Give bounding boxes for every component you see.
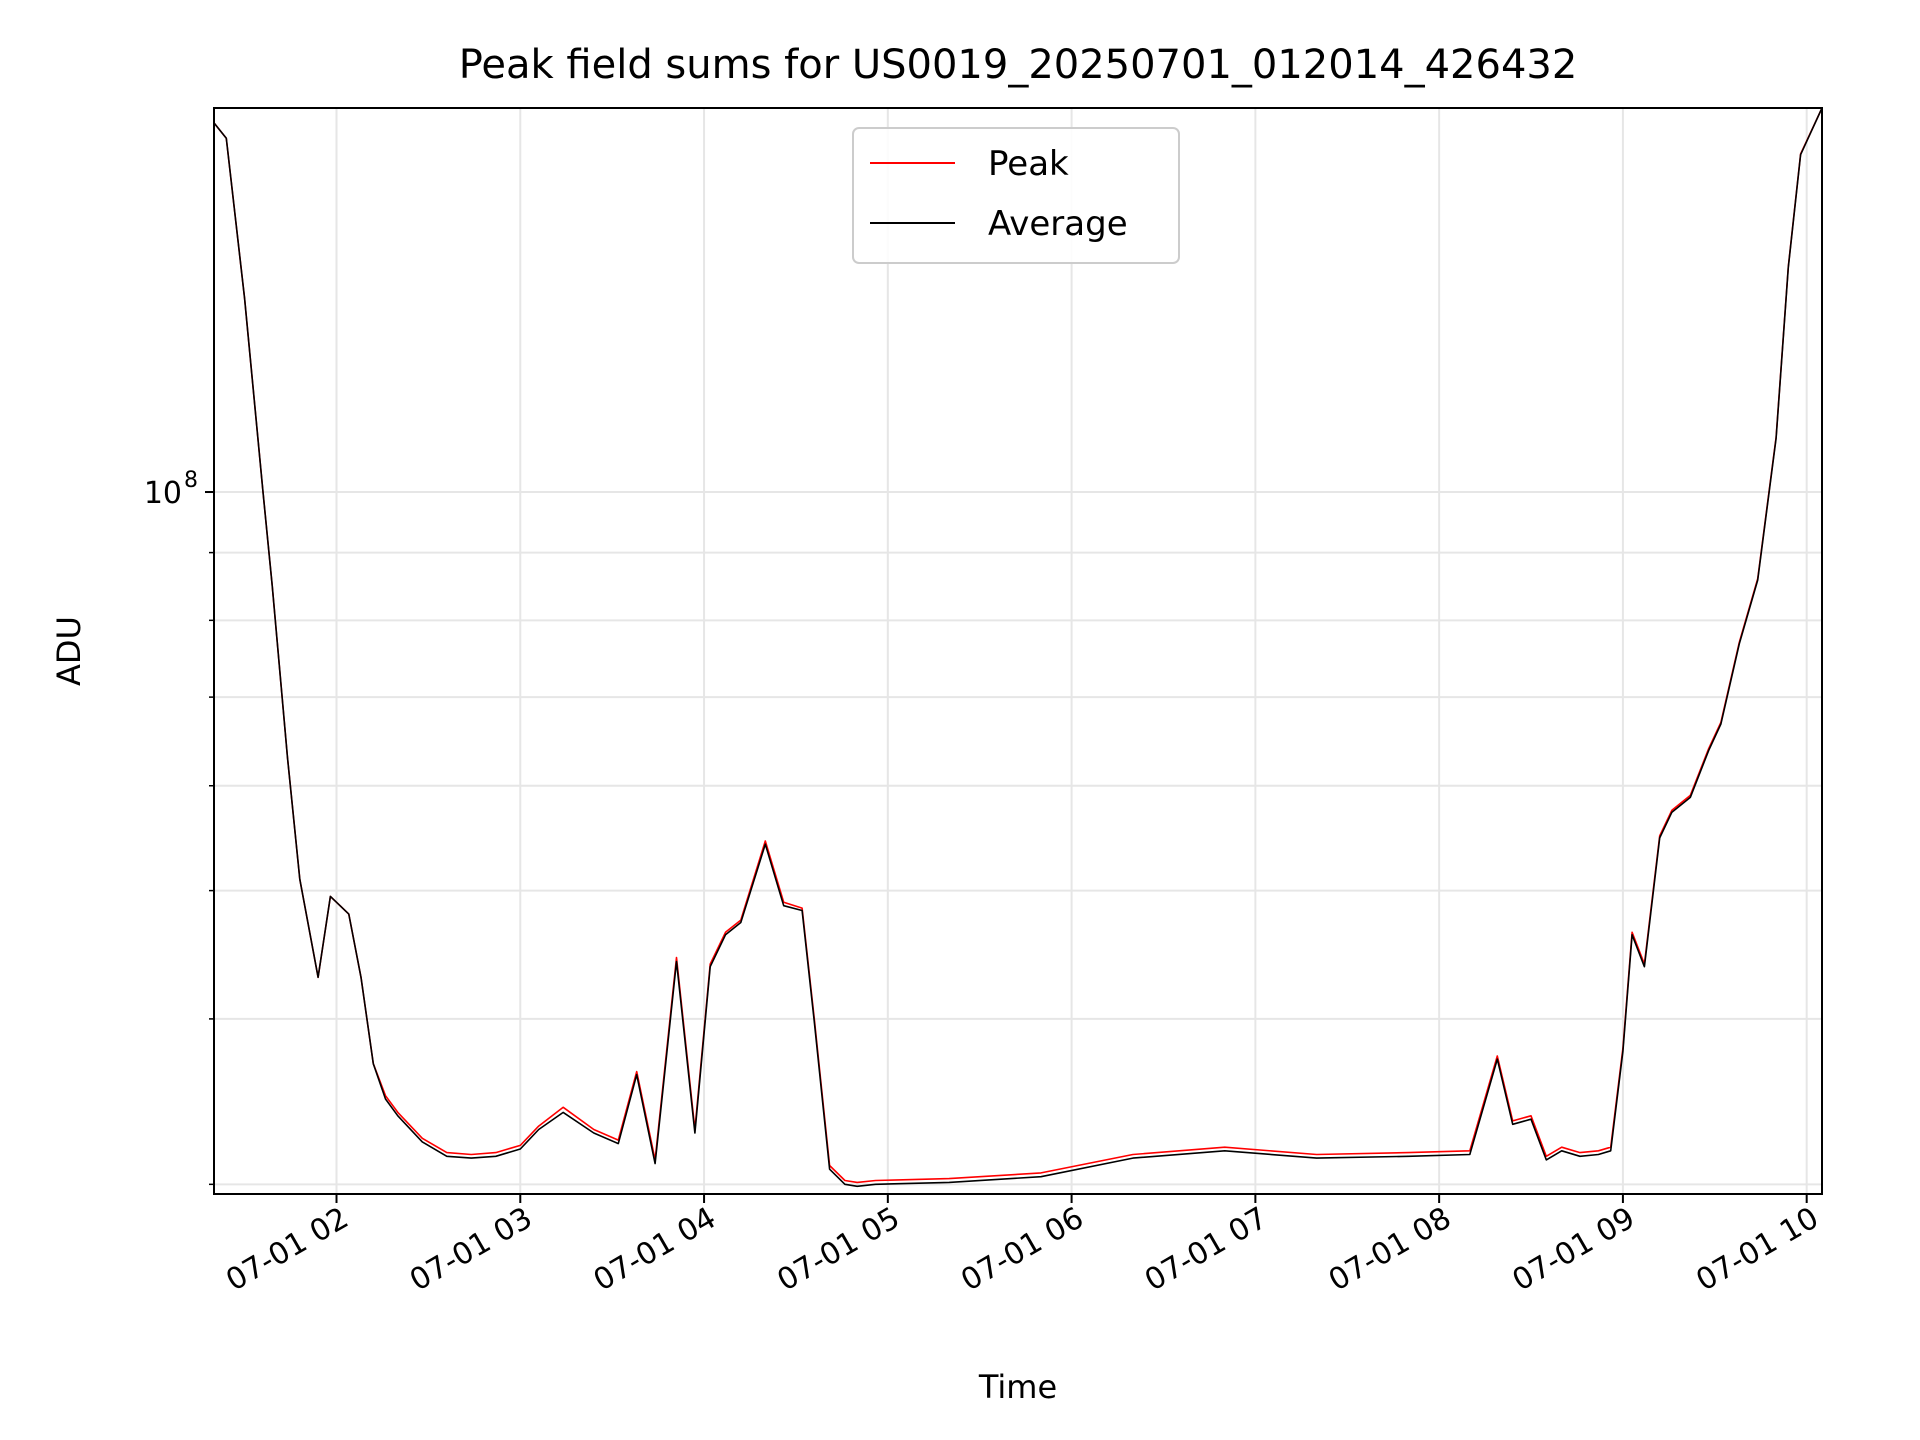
legend-average-label: Average — [988, 204, 1128, 244]
series-line-average — [213, 107, 1823, 1188]
y-axis-label: ADU — [50, 616, 88, 686]
grid — [214, 108, 1822, 1194]
axes-frame — [213, 107, 1823, 1195]
legend-box — [852, 127, 1180, 264]
legend: Peak Average — [852, 127, 1180, 264]
x-axis-label: Time — [978, 1368, 1057, 1406]
chart-title: Peak field sums for US0019_20250701_0120… — [459, 42, 1578, 88]
legend-peak-label: Peak — [988, 144, 1069, 184]
y-axis: 10 8 — [144, 468, 214, 1186]
y-tick-exponent: 8 — [184, 468, 198, 493]
y-tick-label: 10 — [144, 476, 182, 511]
plot-area — [213, 107, 1823, 1188]
